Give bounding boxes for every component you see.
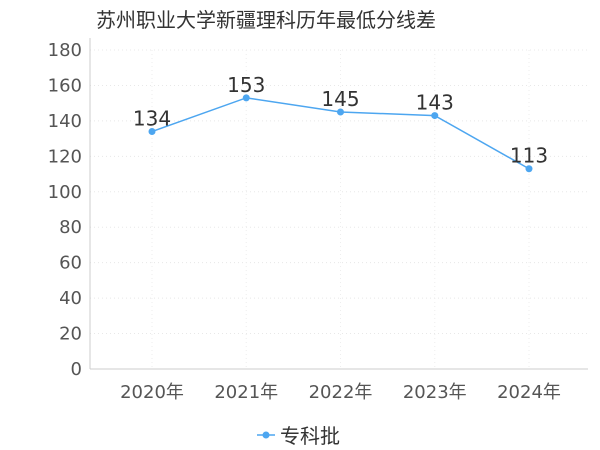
grid-layer — [90, 49, 588, 369]
legend-marker-icon — [257, 431, 275, 438]
x-tick-label: 2023年 — [403, 382, 467, 403]
y-tick-label: 20 — [59, 324, 82, 345]
y-tick-label: 60 — [59, 253, 82, 274]
y-tick-label: 160 — [48, 75, 82, 96]
data-label: 113 — [510, 144, 548, 168]
chart-title: 苏州职业大学新疆理科历年最低分线差 — [96, 8, 436, 32]
axis-layer — [89, 38, 588, 370]
x-tick-labels: 2020年 2021年 2022年 2023年 2024年 — [120, 382, 561, 403]
data-point — [337, 108, 344, 116]
data-label: 134 — [133, 107, 171, 131]
y-tick-label: 140 — [48, 111, 82, 132]
y-tick-labels: 0 20 40 60 80 100 120 140 160 180 — [48, 40, 82, 380]
y-tick-label: 180 — [48, 40, 82, 61]
data-label: 153 — [227, 73, 265, 97]
data-point — [148, 128, 156, 136]
data-label: 143 — [416, 91, 454, 115]
x-tick-label: 2020年 — [120, 382, 184, 403]
x-tick-label: 2021年 — [214, 382, 278, 403]
data-labels: 134 153 145 143 113 — [133, 73, 548, 168]
legend-label: 专科批 — [280, 424, 340, 448]
y-tick-label: 120 — [48, 146, 82, 167]
data-point — [431, 112, 439, 120]
y-tick-label: 40 — [59, 288, 82, 309]
y-tick-label: 0 — [71, 359, 82, 380]
x-tick-label: 2022年 — [309, 382, 373, 403]
data-label: 145 — [321, 87, 359, 111]
data-point — [525, 165, 533, 173]
legend: 专科批 — [256, 420, 340, 449]
x-tick-label: 2024年 — [497, 382, 561, 403]
y-tick-label: 100 — [48, 182, 82, 203]
y-tick-label: 80 — [59, 217, 82, 238]
data-point — [242, 94, 250, 102]
series-layer — [148, 94, 533, 173]
